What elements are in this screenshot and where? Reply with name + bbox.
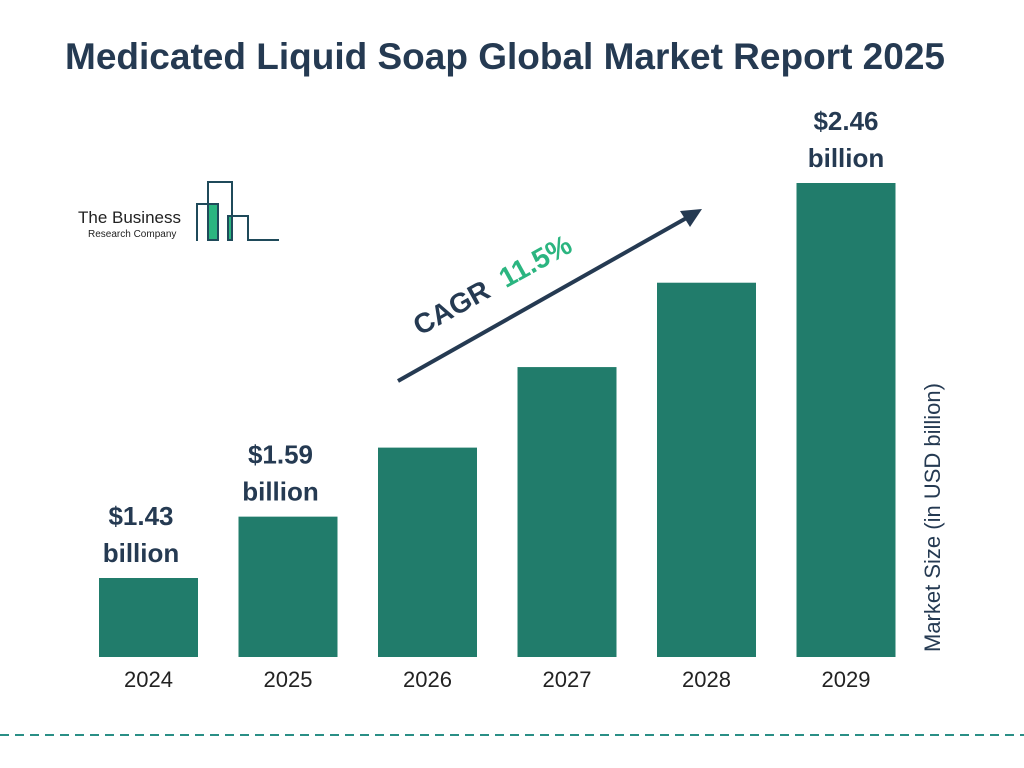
data-label-unit-2029: billion bbox=[808, 143, 885, 173]
data-label-unit-2025: billion bbox=[242, 477, 319, 507]
arrow-head-icon bbox=[680, 209, 702, 227]
data-label-2024: $1.43 bbox=[108, 501, 173, 531]
logo-text-2: Research Company bbox=[88, 229, 176, 240]
svg-text:CAGR 11.5%: CAGR 11.5% bbox=[408, 229, 577, 342]
data-label-2025: $1.59 bbox=[248, 440, 313, 470]
bar-2025 bbox=[238, 516, 338, 657]
logo-text-1: The Business bbox=[78, 208, 181, 227]
x-tick-2029: 2029 bbox=[822, 667, 871, 692]
x-tick-2025: 2025 bbox=[264, 667, 313, 692]
chart-title: Medicated Liquid Soap Global Market Repo… bbox=[65, 36, 945, 77]
bar-2029 bbox=[796, 183, 896, 657]
cagr-annotation: CAGR 11.5% bbox=[397, 209, 702, 383]
x-tick-2028: 2028 bbox=[682, 667, 731, 692]
y-axis-label: Market Size (in USD billion) bbox=[920, 383, 945, 652]
cagr-label: CAGR bbox=[408, 274, 495, 341]
bar-2024 bbox=[99, 578, 198, 657]
cagr-value: 11.5% bbox=[494, 229, 577, 294]
logo: The Business Research Company bbox=[78, 181, 279, 241]
x-tick-2024: 2024 bbox=[124, 667, 173, 692]
bar-2028 bbox=[657, 282, 756, 657]
bar-2026 bbox=[378, 447, 477, 657]
bar-2027 bbox=[517, 367, 617, 657]
data-label-unit-2024: billion bbox=[103, 538, 180, 568]
x-tick-2026: 2026 bbox=[403, 667, 452, 692]
x-tick-2027: 2027 bbox=[543, 667, 592, 692]
data-label-2029: $2.46 bbox=[813, 106, 878, 136]
